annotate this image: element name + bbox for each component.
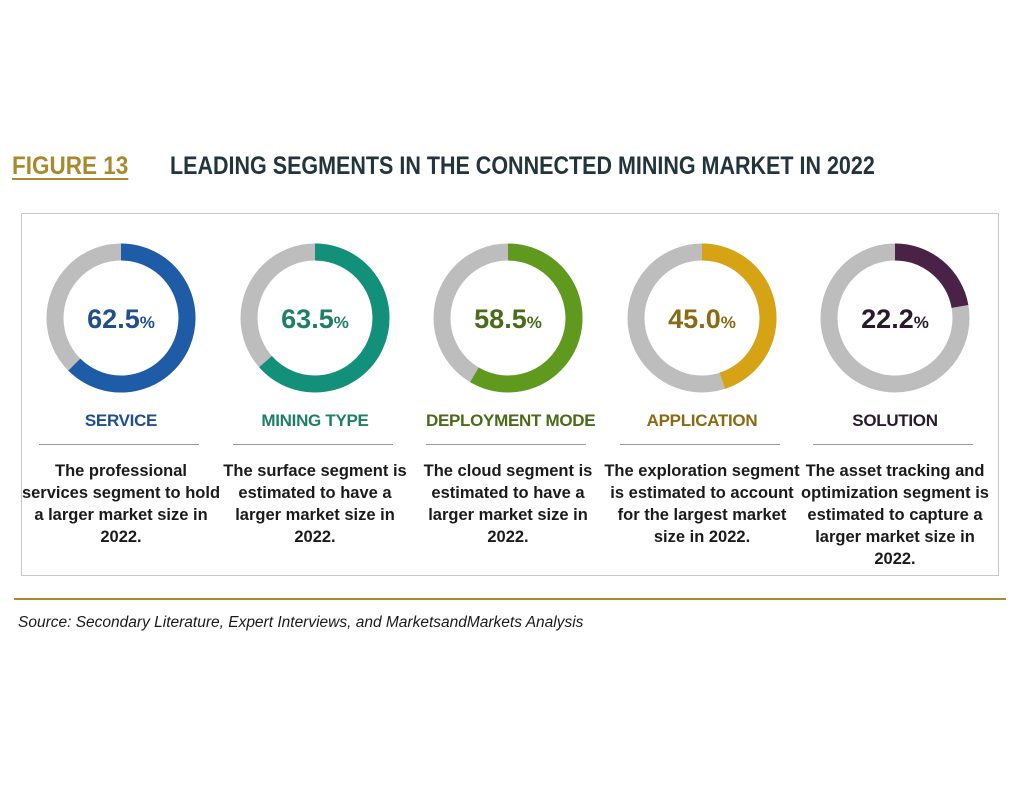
percent-label: 63.5%	[235, 302, 395, 340]
divider	[426, 444, 586, 445]
percent-label: 62.5%	[41, 302, 201, 340]
segment-description: The surface segment is estimated to have…	[223, 462, 407, 546]
donut-arc-mining-type	[259, 243, 390, 393]
category-label: DEPLOYMENT MODE	[426, 411, 596, 430]
category-label: MINING TYPE	[261, 411, 369, 430]
segment-description: The professional services segment to hol…	[21, 462, 221, 546]
percent-unit: %	[720, 313, 736, 332]
percent-value: 45.0	[668, 304, 721, 334]
percent-unit: %	[526, 313, 542, 332]
category-label: APPLICATION	[646, 411, 758, 430]
segment-description: The cloud segment is estimated to have a…	[423, 462, 593, 546]
donut-arc-deployment-mode	[470, 243, 583, 393]
segment-description: The exploration segment is estimated to …	[604, 462, 800, 546]
percent-label: 45.0%	[622, 302, 782, 340]
donut-chart-application	[622, 238, 782, 398]
donut-arc-service	[68, 243, 196, 393]
donut-chart-deployment-mode	[428, 238, 588, 398]
divider	[620, 444, 780, 445]
percent-label: 58.5%	[428, 302, 588, 340]
percent-label: 22.2%	[815, 302, 975, 340]
percent-value: 63.5	[281, 304, 334, 334]
donut-chart-mining-type	[235, 238, 395, 398]
percent-unit: %	[913, 313, 929, 332]
percent-value: 62.5	[87, 304, 140, 334]
donut-arc-application	[701, 243, 777, 389]
percent-unit: %	[333, 313, 349, 332]
category-label: SOLUTION	[852, 411, 938, 430]
source-note: Source: Secondary Literature, Expert Int…	[18, 614, 584, 631]
percent-value: 22.2	[861, 304, 914, 334]
percent-unit: %	[139, 313, 155, 332]
category-label: SERVICE	[84, 411, 158, 430]
divider	[39, 444, 199, 445]
divider	[813, 444, 973, 445]
figure-number: FIGURE 13	[12, 152, 129, 180]
segment-description: The asset tracking and optimization segm…	[801, 462, 989, 568]
figure-title: LEADING SEGMENTS IN THE CONNECTED MINING…	[170, 152, 875, 180]
donut-chart-service	[41, 238, 201, 398]
percent-value: 58.5	[474, 304, 527, 334]
donut-chart-solution	[815, 238, 975, 398]
figure-header: FIGURE 13 LEADING SEGMENTS IN THE CONNEC…	[12, 152, 990, 181]
donut-arc-solution	[894, 243, 969, 309]
divider	[233, 444, 393, 445]
chart-panel: 62.5% SERVICE The professional services …	[21, 213, 999, 576]
footer-divider	[14, 598, 1006, 600]
